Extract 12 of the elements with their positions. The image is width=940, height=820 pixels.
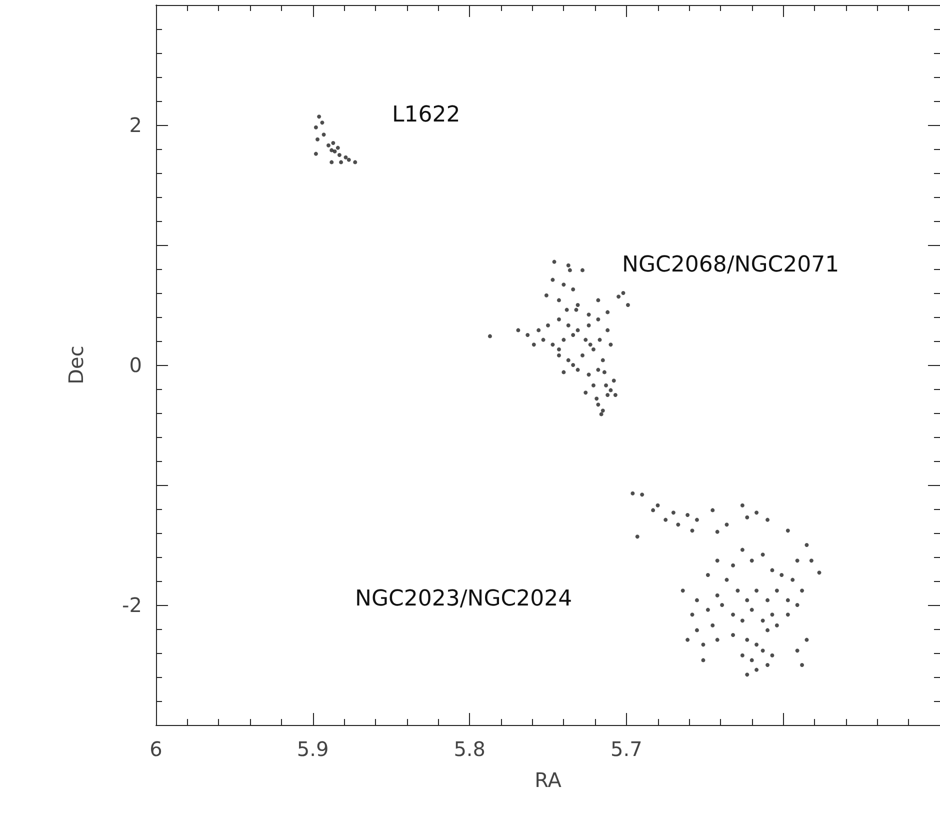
annotation: L1622 <box>392 102 460 128</box>
annotation: NGC2023/NGC2024 <box>355 586 572 612</box>
y-tick-label: 0 <box>129 353 142 377</box>
y-axis-title: Dec <box>64 346 88 384</box>
x-axis-title: RA <box>534 768 562 792</box>
x-tick-label: 5.7 <box>610 737 642 761</box>
y-tick-label: 2 <box>129 113 142 137</box>
x-tick-label: 6 <box>150 737 162 761</box>
x-tick-label: 5.8 <box>454 737 486 761</box>
y-tick-label: -2 <box>122 593 142 617</box>
annotation: NGC2068/NGC2071 <box>622 252 840 278</box>
x-tick-label: 5.9 <box>296 737 329 761</box>
